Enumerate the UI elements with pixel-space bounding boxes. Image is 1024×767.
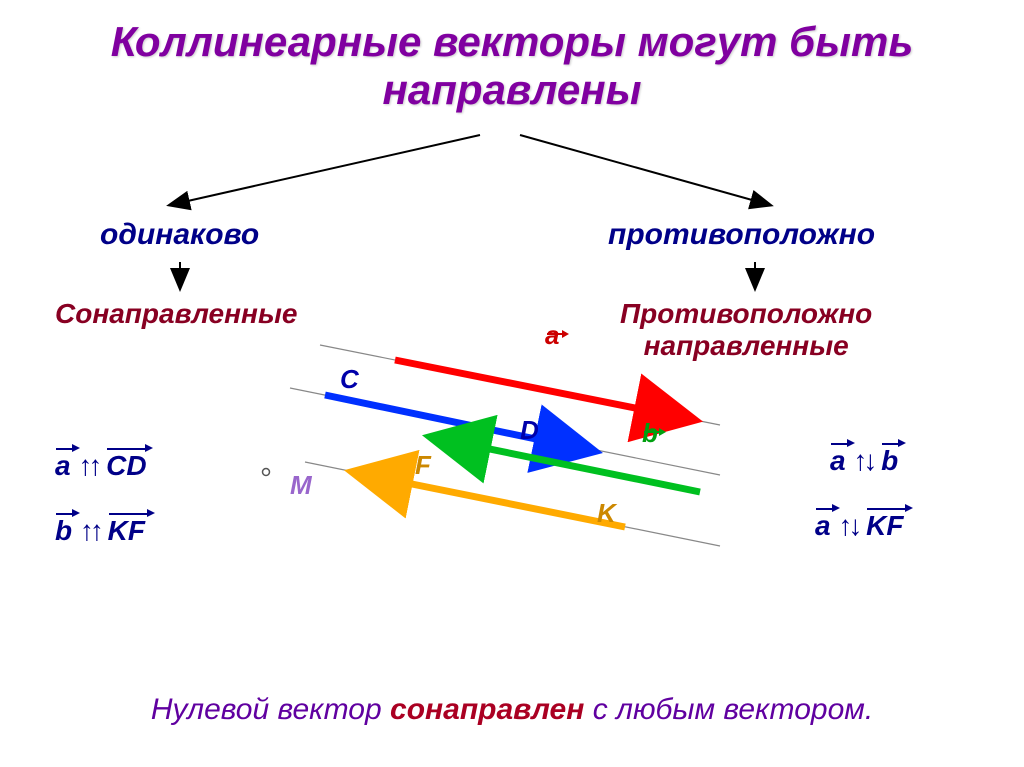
notation: a ↑↓ KF <box>815 510 903 542</box>
sub-left: Сонаправленные <box>55 298 297 330</box>
footer-post: с любым вектором. <box>584 693 873 726</box>
notation: a ↑↑ CD <box>55 450 147 482</box>
branch-right: противоположно <box>608 218 875 252</box>
footer-pre: Нулевой вектор <box>151 693 390 726</box>
title-line1: Коллинеарные векторы могут быть <box>111 18 914 65</box>
diagram-svg <box>0 0 1024 767</box>
notation: a ↑↓ b <box>830 445 898 477</box>
notation: b ↑↑ KF <box>55 515 145 547</box>
vector-label: F <box>415 450 431 481</box>
branch-left: одинаково <box>100 218 259 252</box>
vector-label: b <box>642 438 658 466</box>
vector-label: a <box>545 340 561 368</box>
vector-label: D <box>520 415 539 446</box>
vector-label: C <box>340 364 359 395</box>
sub-right: Противоположно направленные <box>620 298 872 362</box>
title-line2: направлены <box>383 66 642 113</box>
vector-label: M <box>290 470 312 501</box>
vector-label: K <box>597 498 616 529</box>
footer-note: Нулевой вектор сонаправлен с любым векто… <box>0 693 1024 727</box>
footer-em: сонаправлен <box>390 693 584 726</box>
page-title: Коллинеарные векторы могут быть направле… <box>0 0 1024 115</box>
